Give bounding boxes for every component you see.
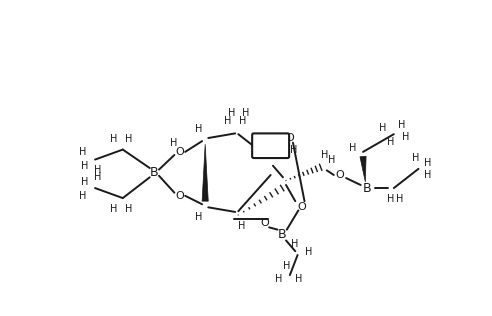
Text: O: O [297, 202, 306, 212]
Text: H: H [239, 116, 246, 126]
Text: O: O [285, 133, 294, 143]
Text: H: H [110, 204, 117, 214]
Text: B: B [278, 228, 286, 241]
Text: H: H [321, 150, 328, 160]
Text: H: H [276, 274, 283, 284]
Text: H: H [305, 247, 312, 257]
Text: H: H [239, 221, 246, 231]
Text: O: O [260, 218, 269, 228]
FancyBboxPatch shape [252, 133, 289, 158]
Text: H: H [387, 194, 395, 204]
Text: H: H [424, 170, 431, 180]
Text: H: H [396, 194, 403, 204]
Text: O: O [175, 147, 184, 157]
Text: H: H [398, 120, 405, 130]
Text: H: H [170, 138, 177, 148]
Polygon shape [360, 156, 366, 182]
Text: H: H [424, 158, 431, 168]
Text: B: B [363, 182, 371, 195]
Text: H: H [195, 124, 203, 134]
Text: H: H [402, 132, 410, 142]
Text: H: H [283, 261, 290, 271]
Text: H: H [81, 161, 88, 171]
Polygon shape [202, 144, 208, 201]
Text: H: H [295, 274, 303, 284]
Text: O: O [175, 191, 184, 201]
Text: H: H [291, 239, 298, 249]
Text: H: H [224, 116, 231, 126]
Text: H: H [242, 108, 249, 118]
Text: H: H [412, 153, 419, 163]
Text: H: H [348, 143, 356, 153]
Text: H: H [81, 177, 88, 187]
Text: H: H [195, 211, 203, 222]
Text: O: O [336, 170, 344, 180]
Text: H: H [79, 147, 87, 157]
Text: H: H [125, 134, 133, 144]
Text: H: H [110, 134, 117, 144]
Text: H: H [328, 155, 335, 165]
Text: H: H [387, 137, 395, 147]
Text: H: H [290, 145, 298, 155]
Text: H: H [94, 165, 102, 175]
Text: Abs: Abs [260, 141, 281, 151]
Text: H: H [79, 191, 87, 201]
Text: B: B [149, 166, 158, 179]
Text: H: H [228, 108, 236, 118]
Text: H: H [125, 204, 133, 214]
Text: H: H [94, 172, 102, 182]
Text: H: H [379, 123, 387, 133]
